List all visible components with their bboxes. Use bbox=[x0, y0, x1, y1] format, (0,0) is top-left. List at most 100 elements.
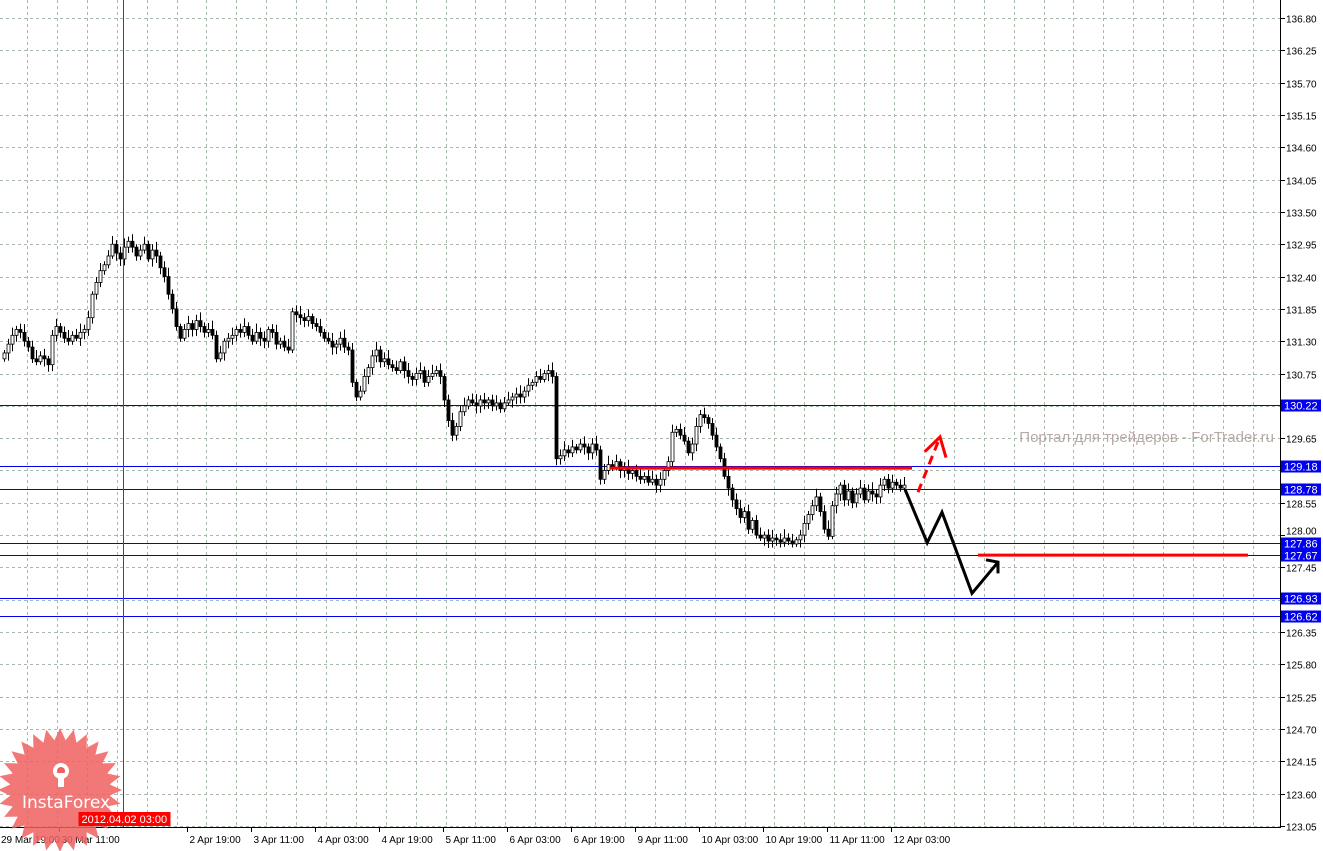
candle bbox=[386, 350, 391, 370]
candle-body-bull bbox=[522, 390, 527, 398]
candle bbox=[902, 476, 907, 492]
price-tick-label: 135.70 bbox=[1286, 80, 1317, 91]
candle bbox=[582, 436, 587, 455]
candle bbox=[102, 261, 107, 275]
candle-body-bull bbox=[794, 539, 799, 545]
level-label: 130.22 bbox=[1284, 401, 1318, 413]
candle-body-bull bbox=[806, 514, 811, 524]
candle bbox=[506, 391, 511, 406]
candle-body-bull bbox=[430, 373, 435, 377]
candle bbox=[598, 445, 603, 485]
candle-body-bull bbox=[602, 470, 607, 480]
candle bbox=[202, 322, 207, 338]
candle-body-bull bbox=[642, 475, 647, 480]
price-tick-label: 128.55 bbox=[1286, 500, 1317, 511]
candle-body-bull bbox=[694, 426, 699, 445]
candle bbox=[146, 240, 151, 262]
candle bbox=[22, 324, 27, 347]
candle-body-bear bbox=[490, 399, 495, 407]
candle-body-bear bbox=[210, 329, 215, 336]
candle-body-bull bbox=[854, 493, 859, 504]
candle bbox=[626, 459, 631, 480]
candle bbox=[262, 331, 267, 349]
time-tick-label: 10 Apr 03:00 bbox=[702, 835, 759, 846]
candle bbox=[358, 385, 363, 401]
candle-body-bear bbox=[550, 370, 555, 377]
candle-body-bull bbox=[290, 311, 295, 351]
candle bbox=[710, 418, 715, 440]
candle bbox=[10, 327, 15, 352]
candle bbox=[18, 323, 23, 339]
candle-body-bull bbox=[362, 376, 367, 392]
candle bbox=[354, 379, 359, 402]
candle-body-bear bbox=[18, 329, 23, 333]
candle bbox=[870, 482, 875, 502]
candle bbox=[570, 439, 575, 457]
candle-body-bull bbox=[526, 384, 531, 392]
candle bbox=[434, 365, 439, 377]
candle-body-bull bbox=[514, 393, 519, 398]
candle-body-bear bbox=[310, 316, 315, 324]
candle bbox=[326, 332, 331, 345]
instaforex-logo: InstaForex bbox=[0, 728, 122, 851]
candle bbox=[706, 414, 711, 429]
candle-body-bear bbox=[166, 276, 171, 295]
candle-body-bull bbox=[666, 461, 671, 471]
candle bbox=[890, 474, 895, 493]
candle-body-bear bbox=[574, 446, 579, 451]
candle-body-bull bbox=[366, 367, 371, 377]
candle-body-bull bbox=[70, 334, 75, 342]
time-tick-label: 3 Apr 11:00 bbox=[254, 835, 305, 846]
candle bbox=[718, 443, 723, 463]
annotations bbox=[610, 434, 1248, 597]
candle-body-bull bbox=[398, 361, 403, 371]
candle-body-bear bbox=[894, 481, 899, 486]
candle-body-bear bbox=[170, 293, 175, 310]
candle-body-bear bbox=[450, 420, 455, 436]
candle-body-bear bbox=[322, 331, 327, 339]
candle bbox=[94, 277, 99, 300]
level-label: 127.67 bbox=[1284, 551, 1318, 563]
candle bbox=[874, 489, 879, 504]
candle-body-bear bbox=[554, 376, 559, 460]
candle bbox=[750, 517, 755, 534]
time-axis[interactable]: 29 Mar 19:00 30 Mar 11:00 2 Apr 19:00 3 Apr… bbox=[0, 827, 951, 846]
candle-body-bull bbox=[138, 249, 143, 257]
candle-body-bull bbox=[50, 334, 55, 366]
logo-text: InstaForex bbox=[22, 793, 110, 813]
arrow-head-icon bbox=[923, 434, 948, 458]
candle-body-bull bbox=[414, 373, 419, 380]
candle bbox=[590, 438, 595, 460]
watermark-text: Портал для трейдеров - ForTrader.ru bbox=[1019, 429, 1274, 446]
candle-body-bear bbox=[646, 475, 651, 483]
candle-body-bear bbox=[26, 340, 31, 348]
price-tick-label: 124.15 bbox=[1286, 758, 1317, 769]
price-tick-label: 123.05 bbox=[1286, 823, 1317, 834]
price-tick-label: 124.70 bbox=[1286, 726, 1317, 737]
candle-body-bear bbox=[482, 399, 487, 404]
candle-body-bull bbox=[234, 329, 239, 336]
candle-body-bull bbox=[478, 399, 483, 407]
candle bbox=[766, 529, 771, 549]
candle-body-bull bbox=[242, 326, 247, 333]
candle bbox=[78, 323, 83, 346]
candle-body-bull bbox=[802, 522, 807, 536]
candles bbox=[2, 234, 907, 549]
candle bbox=[666, 456, 671, 477]
time-tick-label: 12 Apr 03:00 bbox=[894, 835, 951, 846]
candle-body-bull bbox=[466, 399, 471, 407]
gear-icon bbox=[53, 763, 69, 787]
price-axis[interactable]: 136.80 136.25 135.70 135.15 134.60 134.05 133.… bbox=[1280, 15, 1317, 834]
candle bbox=[46, 355, 51, 372]
candle-body-bull bbox=[530, 381, 535, 386]
candle-body-bull bbox=[510, 396, 515, 401]
candle-body-bear bbox=[818, 496, 823, 513]
candle-body-bull bbox=[338, 337, 343, 345]
candle bbox=[366, 364, 371, 385]
candle bbox=[34, 350, 39, 366]
candle-body-bull bbox=[218, 352, 223, 360]
candle-body-bull bbox=[186, 323, 191, 330]
candle bbox=[346, 342, 351, 356]
candle-body-bear bbox=[118, 252, 123, 260]
